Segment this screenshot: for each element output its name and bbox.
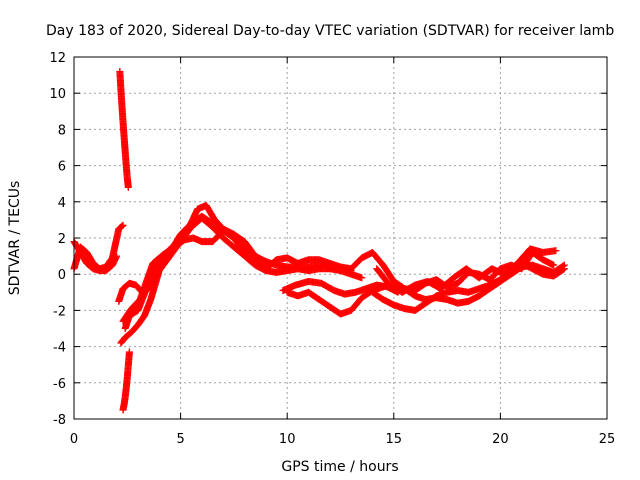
data-point xyxy=(250,258,258,266)
y-tick-label: 6 xyxy=(58,160,66,175)
series-arc-3 xyxy=(116,67,132,191)
data-point xyxy=(251,259,259,267)
y-tick-label: 8 xyxy=(58,123,66,138)
data-point xyxy=(124,183,132,191)
data-point xyxy=(113,252,121,260)
data-point xyxy=(560,261,568,269)
series-arc-14 xyxy=(390,248,558,294)
y-tick-label: 12 xyxy=(49,51,66,66)
data-point xyxy=(559,262,567,270)
x-tick-label: 15 xyxy=(386,432,403,447)
y-tick-label: -2 xyxy=(53,304,66,319)
x-tick-label: 25 xyxy=(599,432,616,447)
x-tick-label: 5 xyxy=(176,432,184,447)
y-tick-label: -4 xyxy=(53,341,66,356)
x-tick-label: 20 xyxy=(492,432,509,447)
grid xyxy=(74,57,607,419)
series-arc-4 xyxy=(119,348,133,414)
x-tick-label: 0 xyxy=(70,432,78,447)
data-point xyxy=(118,222,126,230)
y-tick-label: -6 xyxy=(53,377,66,392)
data-point xyxy=(552,247,560,255)
y-tick-label: 4 xyxy=(58,196,66,211)
data-point xyxy=(347,267,355,275)
series-arc-7 xyxy=(121,212,355,332)
data-marks xyxy=(70,67,568,414)
series-arc-12 xyxy=(379,261,568,307)
x-tick-label: 10 xyxy=(279,432,296,447)
plot-frame xyxy=(73,56,608,420)
data-point xyxy=(358,274,366,282)
y-tick-label: 0 xyxy=(58,268,66,283)
series-arc-2 xyxy=(70,238,121,275)
y-tick-label: 10 xyxy=(49,87,66,102)
y-tick-label: 2 xyxy=(58,232,66,247)
y-tick-label: -8 xyxy=(53,413,66,428)
data-point xyxy=(119,406,127,414)
series-arc-8 xyxy=(119,227,259,325)
x-axis-label: GPS time / hours xyxy=(281,459,398,475)
y-axis-label: SDTVAR / TECUs xyxy=(7,181,23,296)
data-point xyxy=(550,261,558,269)
data-point xyxy=(119,221,127,229)
chart-title: Day 183 of 2020, Sidereal Day-to-day VTE… xyxy=(46,23,614,39)
